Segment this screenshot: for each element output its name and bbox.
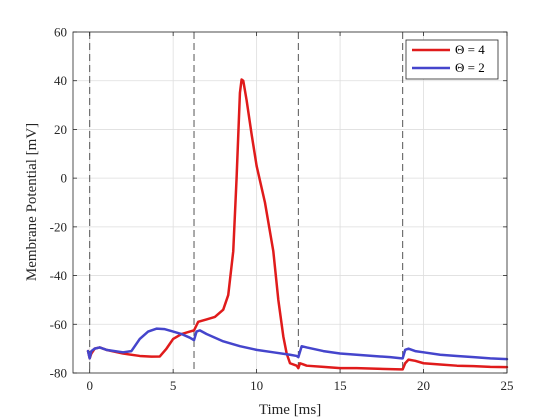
legend-label-theta-2: Θ = 2 (455, 60, 485, 75)
x-tick-label: 0 (86, 378, 93, 393)
x-axis-label: Time [ms] (259, 402, 321, 418)
legend-label-theta-4: Θ = 4 (455, 42, 485, 57)
y-tick-label: 20 (54, 122, 67, 137)
legend: Θ = 4 Θ = 2 (405, 39, 499, 80)
x-tick-label: 25 (501, 378, 514, 393)
series-line-theta-4 (86, 78, 509, 371)
y-tick-label: 0 (61, 171, 68, 186)
tick-labels: 0 5 10 15 20 25 -80 -60 -40 -20 0 20 40 60 (50, 25, 514, 394)
series-layer (86, 78, 509, 371)
y-tick-label: 40 (54, 73, 67, 88)
legend-box (405, 39, 499, 80)
series-line-theta-2 (86, 327, 509, 361)
y-tick-label: -40 (50, 268, 67, 283)
y-tick-label: -60 (50, 317, 67, 332)
ticks (73, 31, 508, 374)
y-tick-label: 60 (54, 25, 67, 40)
y-tick-label: -20 (50, 219, 67, 234)
y-tick-label: -80 (50, 366, 67, 381)
x-tick-label: 15 (334, 378, 347, 393)
x-tick-label: 20 (417, 378, 430, 393)
plot-frame (72, 31, 508, 374)
y-axis-label: Membrane Potential [mV] (24, 123, 40, 281)
x-tick-label: 5 (170, 378, 177, 393)
plot-background (73, 32, 507, 373)
stimulus-lines (89, 32, 404, 373)
x-tick-label: 10 (250, 378, 263, 393)
